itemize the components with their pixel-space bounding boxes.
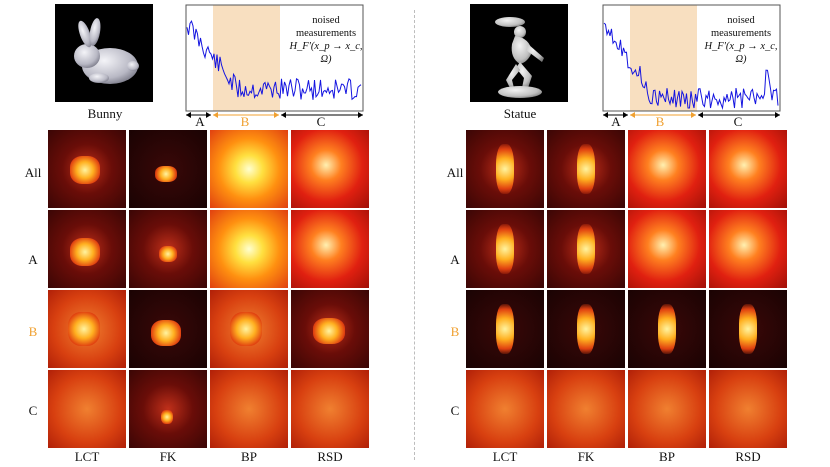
reconstruction-cell [210,370,288,448]
reconstruction-blob [577,144,595,194]
reconstruction-blob [230,312,262,346]
reconstruction-cell [709,210,787,288]
reconstruction-cell [466,210,544,288]
row-label-b: B [450,324,460,339]
legend-line-1: noised [727,15,755,26]
segment-a-label: A [195,114,205,129]
reconstruction-blob [496,144,514,194]
reconstruction-cell [210,210,288,288]
statue-image [470,4,568,102]
segment-b-band [630,5,697,111]
col-label-rsd: RSD [735,449,761,464]
bunny-measurement-plot [180,4,366,112]
bunny-reconstruction-grid [48,130,369,450]
reconstruction-blob [161,410,173,424]
reconstruction-blob [159,246,177,262]
row-label-b: B [28,324,38,339]
reconstruction-blob [68,312,100,346]
reconstruction-cell [48,370,126,448]
bunny-segment-arrows [186,112,363,118]
col-label-bp: BP [659,449,675,464]
reconstruction-cell [466,290,544,368]
col-label-lct: LCT [492,449,518,464]
col-label-lct: LCT [74,449,100,464]
reconstruction-blob [151,320,181,346]
reconstruction-cell [210,130,288,208]
statue-segment-arrows [603,112,780,118]
statue-measurement-plot [597,4,783,112]
row-label-a: A [28,252,38,267]
segment-b-band [213,5,280,111]
reconstruction-blob [313,318,345,344]
bunny-legend: noised measurements H_F'(x_p → x_c, Ω) [286,14,366,66]
reconstruction-cell [628,370,706,448]
reconstruction-blob [155,166,177,182]
reconstruction-blob [496,224,514,274]
reconstruction-cell [48,130,126,208]
segment-c-label: C [733,114,743,129]
reconstruction-cell [48,290,126,368]
reconstruction-cell [48,210,126,288]
reconstruction-cell [547,130,625,208]
reconstruction-cell [466,370,544,448]
statue-label: Statue [503,106,537,121]
reconstruction-blob [658,304,676,354]
row-label-c: C [28,403,38,418]
reconstruction-cell [466,130,544,208]
reconstruction-blob [577,304,595,354]
col-label-rsd: RSD [317,449,343,464]
segment-a-label: A [611,114,621,129]
reconstruction-cell [129,130,207,208]
reconstruction-cell [129,210,207,288]
bunny-shape [74,18,139,84]
signal-line [603,22,779,110]
segment-b-label: B [655,114,665,129]
legend-line-1: noised [312,15,340,26]
statue-legend: noised measurements H_F'(x_p → x_c, Ω) [700,14,782,66]
reconstruction-cell [291,290,369,368]
bunny-image [55,4,153,102]
reconstruction-cell [628,210,706,288]
statue-shape [495,17,544,98]
reconstruction-cell [129,370,207,448]
row-label-a: A [450,252,460,267]
reconstruction-cell [709,290,787,368]
reconstruction-cell [628,290,706,368]
reconstruction-blob [496,304,514,354]
row-label-c: C [450,403,460,418]
reconstruction-cell [547,290,625,368]
col-label-fk: FK [159,449,177,464]
legend-line-3: H_F'(x_p → x_c, Ω) [704,41,778,65]
reconstruction-cell [291,370,369,448]
reconstruction-blob [739,304,757,354]
segment-c-label: C [316,114,326,129]
reconstruction-blob [577,224,595,274]
reconstruction-cell [129,290,207,368]
reconstruction-cell [628,130,706,208]
panel-divider [414,10,415,460]
reconstruction-cell [709,130,787,208]
reconstruction-blob [70,238,100,266]
col-label-bp: BP [241,449,257,464]
legend-line-2: measurements [295,28,357,39]
reconstruction-cell [291,130,369,208]
statue-reconstruction-grid [466,130,787,450]
reconstruction-cell [291,210,369,288]
segment-b-label: B [240,114,250,129]
bunny-label: Bunny [87,106,123,121]
reconstruction-cell [547,210,625,288]
reconstruction-cell [547,370,625,448]
row-label-all: All [446,165,464,180]
signal-line [186,19,362,101]
legend-line-2: measurements [710,28,772,39]
reconstruction-cell [210,290,288,368]
col-label-fk: FK [577,449,595,464]
row-label-all: All [24,165,42,180]
reconstruction-blob [70,156,100,184]
legend-line-3: H_F'(x_p → x_c, Ω) [289,41,363,65]
reconstruction-cell [709,370,787,448]
